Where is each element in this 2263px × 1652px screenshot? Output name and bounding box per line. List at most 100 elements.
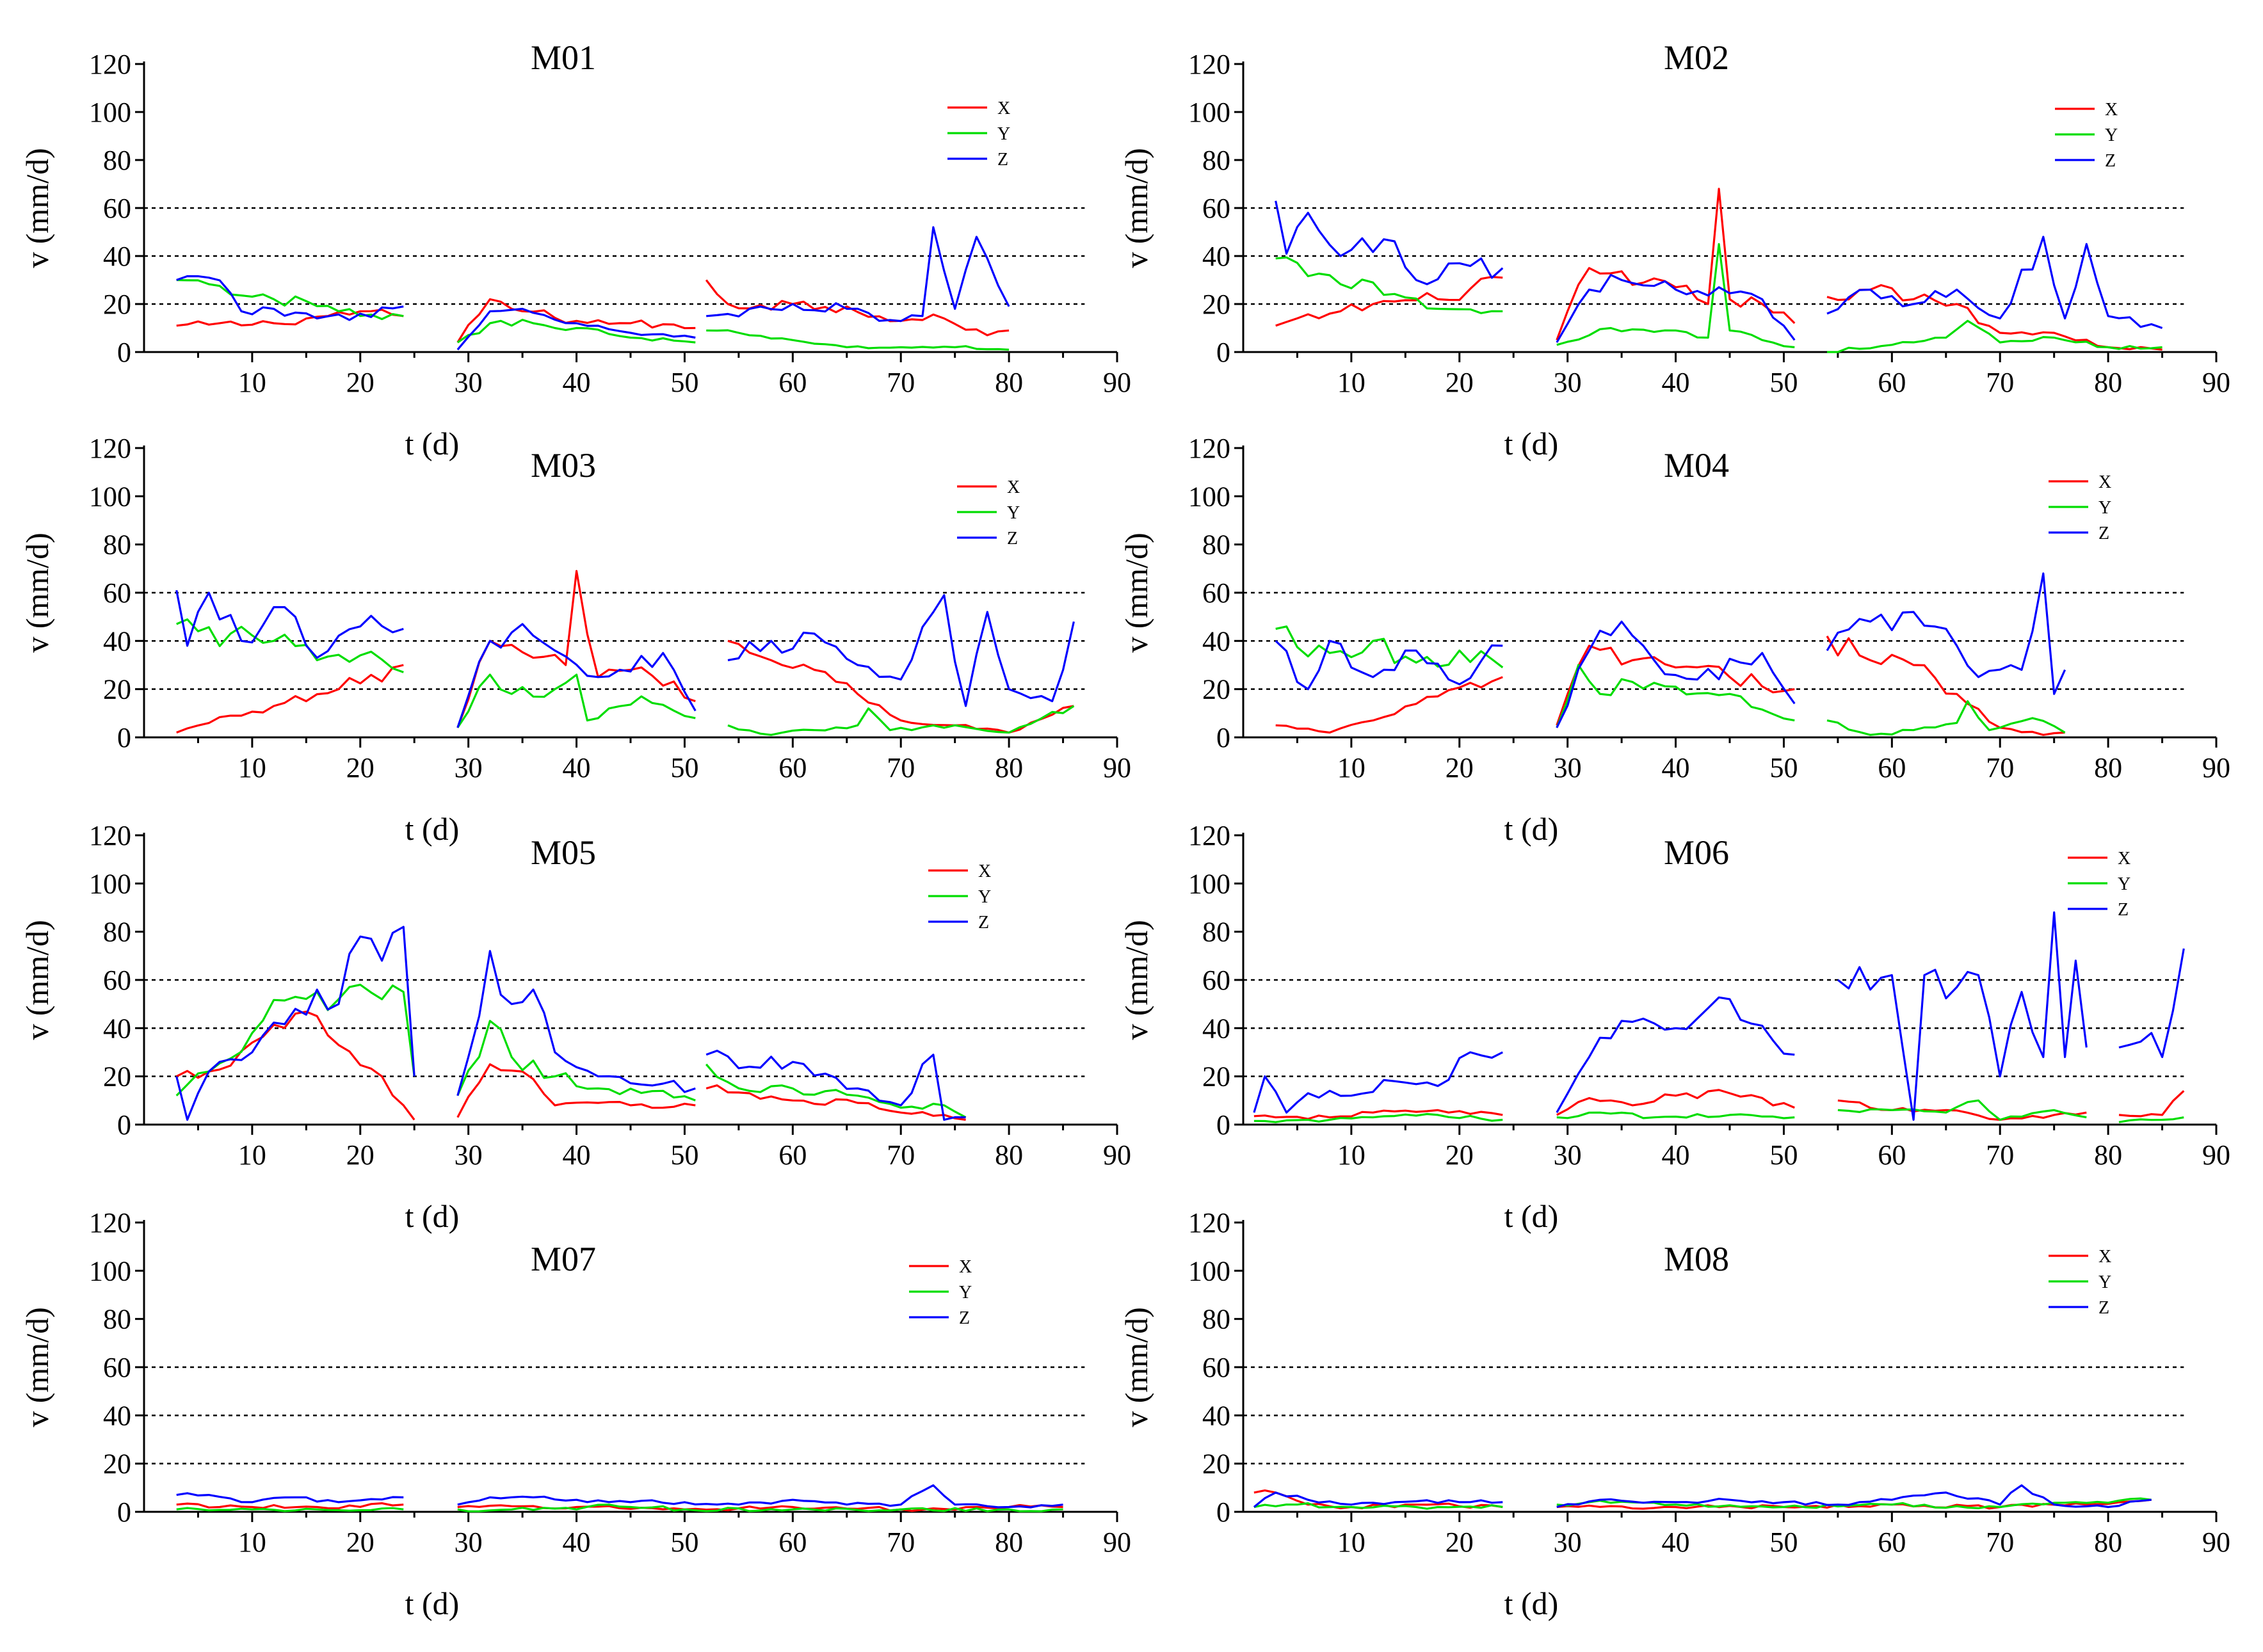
x-tick-label: 70 — [887, 752, 915, 783]
legend-label-y: Y — [2098, 1272, 2111, 1292]
x-tick-label: 60 — [778, 1527, 807, 1558]
series-z-line — [1556, 620, 1796, 728]
y-tick-label: 40 — [1202, 1400, 1230, 1431]
y-tick-label: 120 — [1188, 49, 1230, 80]
y-tick-label: 80 — [1202, 145, 1230, 176]
series-x-line — [1253, 1109, 1503, 1120]
x-axis-label: t (d) — [1504, 426, 1559, 461]
series-y-line — [1837, 1099, 2087, 1121]
series-x-line — [2118, 1090, 2185, 1118]
x-tick-label: 90 — [2202, 367, 2230, 398]
x-tick-label: 60 — [1878, 367, 1906, 398]
x-tick-label: 80 — [2094, 1139, 2122, 1171]
x-tick-label: 10 — [238, 1527, 266, 1558]
series-z-line — [1556, 1484, 2152, 1509]
x-tick-label: 60 — [778, 1139, 807, 1171]
x-axis-label: t (d) — [1504, 811, 1559, 847]
x-tick-label: 50 — [670, 1527, 698, 1558]
y-tick-label: 40 — [103, 625, 131, 657]
series-y-line — [1275, 625, 1504, 669]
x-tick-label: 70 — [1986, 367, 2014, 398]
x-tick-label: 70 — [1986, 752, 2014, 783]
panel-m02: 0 20 40 60 80 100 120 10 20 30 40 50 60 70 80 90 t (d) v … — [1118, 38, 2230, 461]
panel-title: M08 — [1664, 1240, 1729, 1278]
x-tick-label: 30 — [1554, 1139, 1582, 1171]
series-y-line — [1556, 243, 1795, 349]
x-tick-label: 60 — [1878, 752, 1906, 783]
panel-title: M03 — [531, 446, 596, 485]
y-tick-label: 100 — [1188, 868, 1230, 899]
legend-label-z: Z — [2098, 524, 2109, 543]
series-y-line — [1556, 1111, 1795, 1119]
x-tick-label: 80 — [2094, 752, 2122, 783]
series-y-line — [727, 705, 1075, 736]
series-y-line — [175, 983, 415, 1096]
x-tick-label: 40 — [1662, 367, 1690, 398]
y-axis-label: v (mm/d) — [1118, 148, 1154, 268]
series-y-line — [457, 1504, 1063, 1512]
series-z-line — [1826, 236, 2163, 330]
series-z-line — [175, 926, 415, 1121]
series-z-line — [1253, 1491, 1503, 1508]
y-tick-label: 40 — [1202, 625, 1230, 657]
x-axis-label: t (d) — [1504, 1585, 1559, 1621]
legend: XYZ — [2049, 1247, 2111, 1318]
x-tick-label: 60 — [1878, 1139, 1906, 1171]
series-z-line — [1253, 1051, 1504, 1114]
x-tick-label: 80 — [995, 367, 1023, 398]
x-tick-label: 50 — [670, 367, 698, 398]
x-tick-label: 50 — [670, 1139, 698, 1171]
y-tick-label: 60 — [1202, 577, 1230, 609]
series-z-line — [456, 623, 697, 728]
panel-title: M01 — [531, 38, 596, 77]
legend: XYZ — [2055, 100, 2118, 171]
x-tick-label: 20 — [1446, 367, 1474, 398]
x-tick-label: 60 — [778, 752, 807, 783]
series-z-line — [727, 594, 1075, 707]
y-tick-label: 40 — [103, 1400, 131, 1431]
x-tick-label: 20 — [346, 1139, 374, 1171]
series-y-line — [1826, 700, 2066, 736]
series-z-line — [176, 275, 404, 321]
legend-label-z: Z — [2098, 1298, 2109, 1318]
series-y-line — [1827, 319, 2162, 353]
series-x-line — [456, 1063, 696, 1118]
legend-label-x: X — [959, 1257, 972, 1277]
y-tick-label: 100 — [1188, 481, 1230, 512]
x-tick-label: 10 — [238, 1139, 266, 1171]
x-tick-label: 20 — [1446, 1527, 1474, 1558]
series-y-line — [705, 1063, 967, 1119]
legend-label-y: Y — [997, 124, 1010, 144]
y-tick-label: 100 — [1188, 1255, 1230, 1287]
panel-title: M05 — [531, 833, 596, 872]
y-tick-label: 80 — [103, 917, 131, 948]
x-tick-label: 90 — [1103, 367, 1131, 398]
series-z-line — [1556, 996, 1795, 1113]
x-tick-label: 90 — [2202, 1527, 2230, 1558]
x-tick-label: 20 — [1446, 752, 1474, 783]
legend-label-x: X — [2098, 1247, 2111, 1267]
legend: XYZ — [909, 1257, 972, 1328]
x-tick-label: 40 — [563, 1139, 591, 1171]
legend-label-x: X — [2105, 100, 2118, 120]
series-x-line — [176, 309, 404, 327]
y-tick-label: 0 — [117, 1496, 131, 1528]
y-tick-label: 0 — [1216, 1496, 1230, 1528]
series-x-line — [176, 1502, 404, 1510]
x-tick-label: 50 — [1769, 1139, 1798, 1171]
x-tick-label: 30 — [1554, 1527, 1582, 1558]
y-tick-label: 80 — [103, 145, 131, 176]
panel-m05: 0 20 40 60 80 100 120 10 20 30 40 50 60 70 80 90 t (d) v … — [19, 820, 1131, 1234]
legend-label-x: X — [997, 99, 1010, 118]
series-z-line — [456, 950, 696, 1096]
x-tick-label: 20 — [346, 367, 374, 398]
x-tick-label: 80 — [995, 752, 1023, 783]
series-y-line — [1556, 664, 1795, 728]
legend-label-y: Y — [2105, 125, 2118, 145]
x-tick-label: 70 — [887, 367, 915, 398]
x-tick-label: 50 — [1769, 752, 1798, 783]
legend-label-z: Z — [978, 913, 989, 933]
series-x-line — [456, 298, 696, 343]
x-tick-label: 40 — [563, 752, 591, 783]
